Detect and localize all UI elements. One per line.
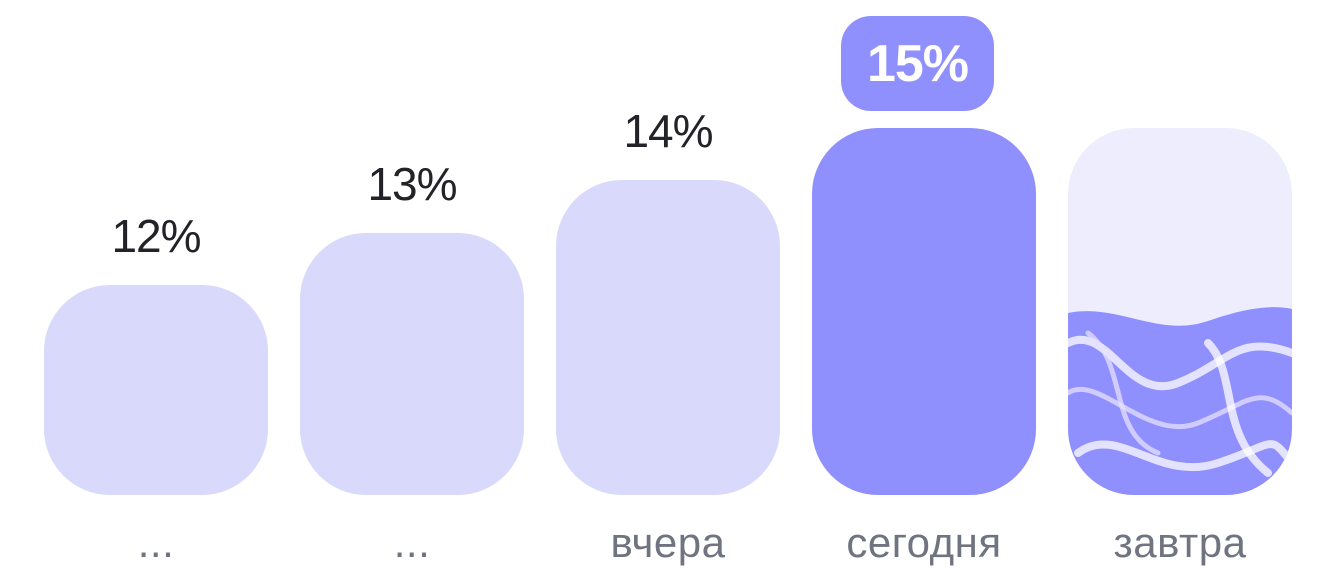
bar [300,233,524,495]
bar-value-label: 12% [111,210,201,262]
category-label: сегодня [846,519,1002,566]
liquid-swirl [1068,386,1292,430]
highlight-value-badge: 15% [841,16,994,111]
liquid-swirl [1085,330,1161,456]
category-label: завтра [1113,519,1247,566]
bar-forecast [1068,128,1292,495]
category-label: ... [393,519,431,566]
bar-value-label: 13% [367,158,457,210]
bar-highlighted [812,128,1036,495]
category-label: вчера [610,519,726,566]
liquid-swirl [1204,339,1272,477]
marbled-liquid-pattern-icon [1068,307,1292,495]
bar [556,180,780,495]
liquid-swirl [1074,440,1292,472]
bar [44,285,268,495]
category-label: ... [137,519,175,566]
bar-value-label: 14% [623,105,713,157]
